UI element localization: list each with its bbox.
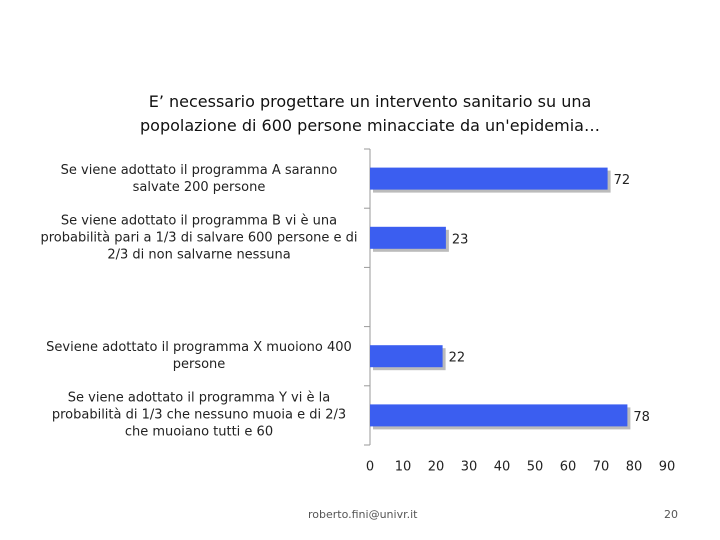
bar [370, 345, 443, 368]
x-tick-label: 90 [659, 460, 676, 475]
x-tick-label: 70 [593, 460, 610, 475]
x-tick-label: 30 [461, 460, 478, 475]
page-number: 20 [664, 508, 678, 521]
data-label: 23 [452, 232, 469, 247]
x-tick-label: 80 [626, 460, 643, 475]
bar [370, 167, 608, 190]
data-label: 72 [614, 173, 631, 188]
x-tick-label: 10 [395, 460, 412, 475]
data-label: 78 [633, 410, 650, 425]
x-tick-label: 50 [527, 460, 544, 475]
x-tick-label: 20 [428, 460, 445, 475]
bar [370, 226, 446, 249]
y-tick-label: Se viene adottato il programma Y vi è la… [51, 390, 347, 440]
x-tick-label: 0 [366, 460, 374, 475]
footer-email: roberto.fini@univr.it [308, 508, 418, 521]
y-tick-label: Se viene adottato il programma A saranno… [60, 162, 338, 195]
y-tick-label: Se viene adottato il programma B vi è un… [40, 213, 358, 263]
bar [370, 404, 628, 427]
chart-title: E’ necessario progettare un intervento s… [140, 92, 600, 135]
x-tick-label: 60 [560, 460, 577, 475]
data-label: 22 [449, 351, 466, 366]
x-tick-label: 40 [494, 460, 511, 475]
y-tick-label: Seviene adottato il programma X muoiono … [46, 340, 352, 373]
